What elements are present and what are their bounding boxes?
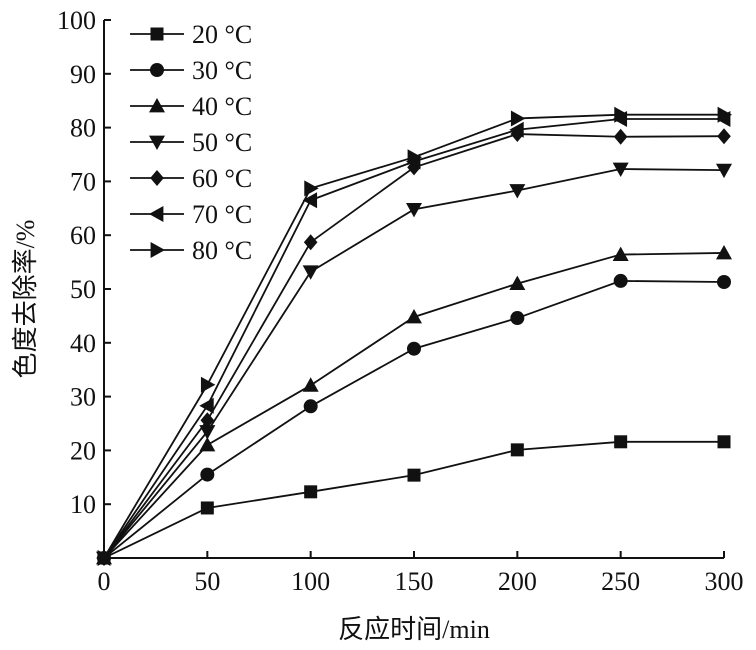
- legend-label: 40 °C: [192, 92, 252, 121]
- data-point: [304, 180, 319, 197]
- data-point: [406, 308, 422, 324]
- legend-marker: [149, 206, 164, 222]
- y-tick-label: 40: [70, 329, 96, 358]
- data-point: [614, 106, 629, 123]
- legend-label: 20 °C: [192, 20, 252, 49]
- y-tick-label: 60: [70, 221, 96, 250]
- data-point: [302, 377, 319, 392]
- series-line: [103, 440, 724, 559]
- x-axis-ticks: 0 50 100 150 200 250 300: [98, 551, 744, 596]
- x-tick-label: 250: [601, 567, 640, 596]
- legend-marker: [150, 170, 164, 186]
- legend: 20 °C 30 °C 40 °C 50 °C 60 °C 70 °C 80 °C: [130, 20, 252, 265]
- legend-marker: [150, 63, 164, 77]
- series-5: [97, 126, 731, 566]
- legend-item: 60 °C: [130, 164, 252, 193]
- data-point: [199, 437, 216, 452]
- legend-item: 30 °C: [130, 56, 252, 85]
- data-point: [200, 501, 214, 515]
- legend-item: 40 °C: [130, 92, 252, 121]
- data-point: [510, 110, 526, 127]
- y-tick-label: 90: [70, 60, 96, 89]
- data-point: [717, 128, 731, 145]
- data-point: [717, 435, 731, 449]
- x-tick-label: 300: [705, 567, 744, 596]
- data-point: [509, 184, 526, 199]
- legend-item: 20 °C: [130, 20, 252, 49]
- series-layer: [96, 106, 732, 566]
- data-point: [716, 244, 732, 260]
- y-tick-label: 50: [70, 275, 96, 304]
- data-point: [303, 399, 318, 414]
- legend-marker: [150, 27, 164, 41]
- series-7: [97, 106, 732, 566]
- data-point: [303, 234, 318, 251]
- legend-marker: [150, 242, 165, 258]
- data-point: [200, 467, 215, 482]
- data-point: [406, 202, 422, 218]
- data-point: [716, 163, 732, 179]
- series-2: [97, 273, 731, 565]
- legend-label: 30 °C: [192, 56, 252, 85]
- data-point: [407, 149, 422, 166]
- x-axis-label: 反应时间/min: [338, 615, 490, 644]
- y-tick-label: 70: [70, 167, 96, 196]
- x-tick-label: 150: [395, 567, 434, 596]
- y-tick-label: 20: [70, 436, 96, 465]
- data-point: [509, 121, 524, 138]
- data-point: [509, 275, 526, 291]
- data-point: [613, 273, 628, 288]
- legend-marker: [149, 135, 165, 150]
- data-point: [97, 550, 112, 566]
- data-point: [510, 443, 524, 457]
- data-point: [199, 425, 216, 440]
- x-tick-label: 200: [498, 567, 537, 596]
- y-tick-label: 30: [70, 383, 96, 412]
- data-point: [717, 275, 731, 290]
- y-axis-ticks: 10 20 30 40 50 60 70 80 90 100: [57, 6, 111, 519]
- data-point: [304, 485, 318, 499]
- y-axis-label: 色度去除率/%: [11, 220, 40, 379]
- data-point: [407, 341, 421, 356]
- y-tick-label: 100: [57, 6, 96, 35]
- legend-label: 80 °C: [192, 236, 252, 265]
- data-point: [407, 468, 421, 482]
- data-point: [200, 376, 216, 393]
- data-point: [717, 106, 732, 123]
- series-1: [97, 435, 731, 565]
- data-point: [199, 397, 214, 414]
- legend-item: 80 °C: [130, 236, 252, 265]
- y-tick-label: 10: [70, 490, 96, 519]
- data-point: [302, 192, 318, 209]
- y-tick-label: 80: [70, 114, 96, 143]
- x-tick-label: 100: [291, 567, 330, 596]
- legend-label: 70 °C: [192, 200, 252, 229]
- x-tick-label: 50: [194, 567, 220, 596]
- data-point: [612, 246, 629, 261]
- data-point: [200, 412, 215, 429]
- legend-marker: [149, 98, 165, 113]
- data-point: [510, 311, 525, 326]
- data-point: [612, 162, 629, 178]
- x-tick-label: 0: [98, 567, 111, 596]
- data-point: [614, 435, 628, 449]
- data-point: [613, 128, 628, 145]
- data-point: [302, 265, 319, 280]
- legend-label: 50 °C: [192, 128, 252, 157]
- legend-item: 50 °C: [130, 128, 252, 157]
- legend-label: 60 °C: [192, 164, 252, 193]
- legend-item: 70 °C: [130, 200, 252, 229]
